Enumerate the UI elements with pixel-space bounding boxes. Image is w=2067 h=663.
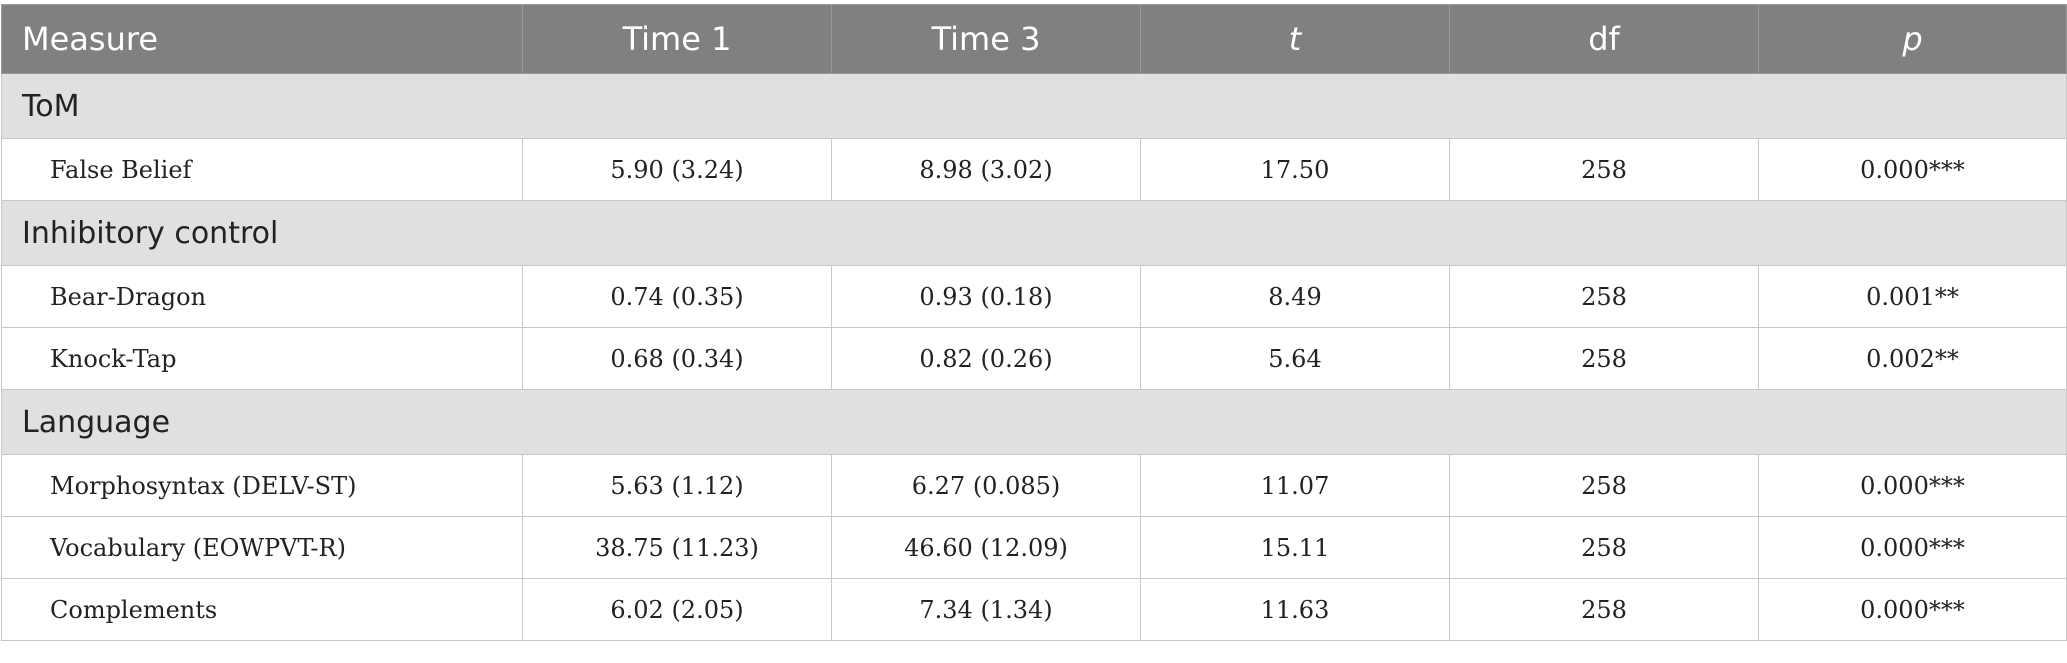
cell-time3: 0.82 (0.26) [831,327,1141,390]
cell-t: 17.50 [1140,138,1450,201]
cell-df: 258 [1449,454,1759,517]
cell-t: 8.49 [1140,265,1450,328]
cell-time3: 6.27 (0.085) [831,454,1141,517]
table-row: Complements 6.02 (2.05) 7.34 (1.34) 11.6… [1,578,2067,641]
cell-df: 258 [1449,516,1759,579]
cell-measure: Knock-Tap [1,327,523,390]
cell-measure: Vocabulary (EOWPVT-R) [1,516,523,579]
table-row: Knock-Tap 0.68 (0.34) 0.82 (0.26) 5.64 2… [1,327,2067,390]
table-row: Morphosyntax (DELV-ST) 5.63 (1.12) 6.27 … [1,454,2067,517]
cell-p: 0.000*** [1758,138,2067,201]
cell-df: 258 [1449,265,1759,328]
table-row: Vocabulary (EOWPVT-R) 38.75 (11.23) 46.6… [1,516,2067,579]
section-title: Inhibitory control [1,200,2067,266]
results-table: Measure Time 1 Time 3 t df p ToM False B… [1,4,2067,641]
col-header-measure: Measure [1,4,523,74]
col-header-p: p [1758,4,2067,74]
cell-df: 258 [1449,327,1759,390]
cell-time3: 0.93 (0.18) [831,265,1141,328]
cell-time1: 5.63 (1.12) [522,454,832,517]
cell-p: 0.000*** [1758,454,2067,517]
col-header-time3: Time 3 [831,4,1141,74]
cell-time1: 5.90 (3.24) [522,138,832,201]
table-row: Bear-Dragon 0.74 (0.35) 0.93 (0.18) 8.49… [1,265,2067,328]
cell-p: 0.000*** [1758,516,2067,579]
section-row-tom: ToM [1,73,2067,139]
cell-measure: Complements [1,578,523,641]
cell-t: 5.64 [1140,327,1450,390]
cell-t: 15.11 [1140,516,1450,579]
cell-df: 258 [1449,578,1759,641]
cell-p: 0.000*** [1758,578,2067,641]
cell-df: 258 [1449,138,1759,201]
cell-t: 11.63 [1140,578,1450,641]
header-row: Measure Time 1 Time 3 t df p [1,4,2067,74]
col-header-t: t [1140,4,1450,74]
cell-time1: 0.68 (0.34) [522,327,832,390]
cell-time3: 7.34 (1.34) [831,578,1141,641]
table-row: False Belief 5.90 (3.24) 8.98 (3.02) 17.… [1,138,2067,201]
cell-t: 11.07 [1140,454,1450,517]
cell-measure: Bear-Dragon [1,265,523,328]
cell-time1: 0.74 (0.35) [522,265,832,328]
cell-measure: False Belief [1,138,523,201]
section-row-inhibitory-control: Inhibitory control [1,200,2067,266]
col-header-df: df [1449,4,1759,74]
col-header-time1: Time 1 [522,4,832,74]
cell-measure: Morphosyntax (DELV-ST) [1,454,523,517]
section-title: ToM [1,73,2067,139]
cell-p: 0.001** [1758,265,2067,328]
section-title: Language [1,389,2067,455]
cell-time3: 8.98 (3.02) [831,138,1141,201]
cell-time1: 6.02 (2.05) [522,578,832,641]
cell-time1: 38.75 (11.23) [522,516,832,579]
section-row-language: Language [1,389,2067,455]
cell-p: 0.002** [1758,327,2067,390]
cell-time3: 46.60 (12.09) [831,516,1141,579]
